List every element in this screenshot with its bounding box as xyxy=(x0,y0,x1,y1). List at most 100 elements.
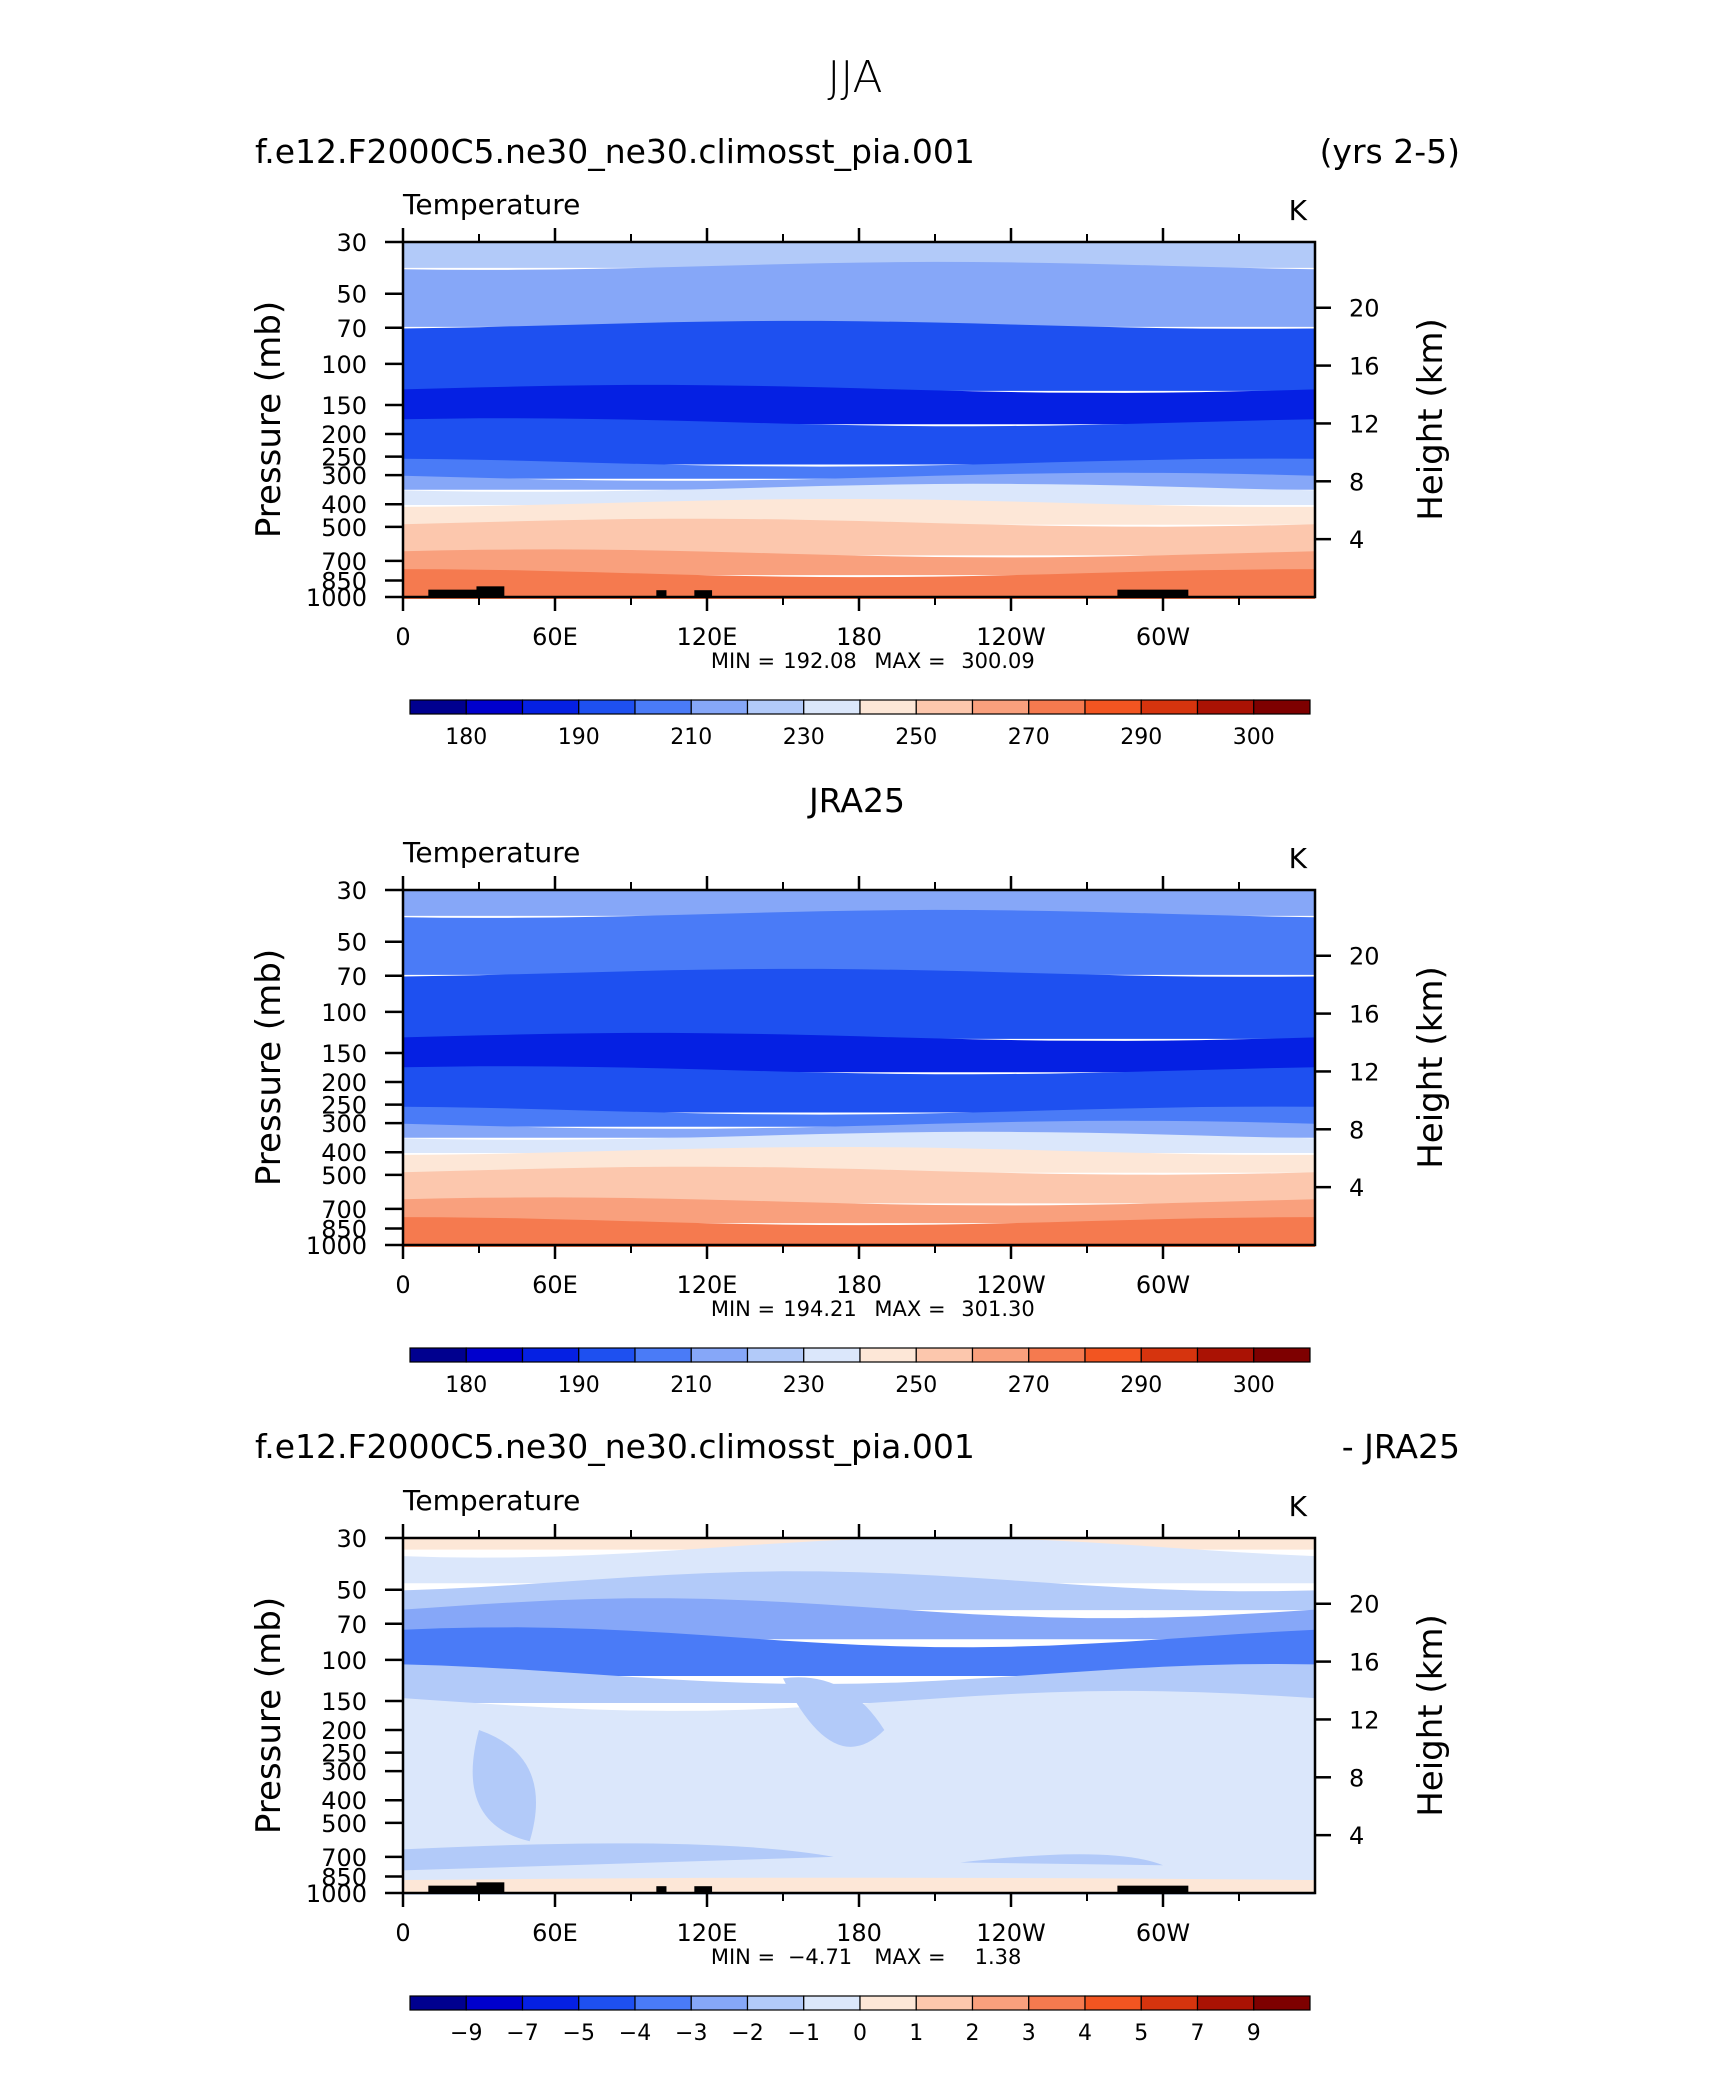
colorbar-label: 230 xyxy=(783,725,825,750)
panel-model-temperature: Temperature K 0 60E 120E 180 120W 60W 30 50 70 100 1… xyxy=(249,188,1451,750)
topography-block xyxy=(428,1885,500,1893)
y-tick-label: 700 xyxy=(321,548,367,576)
max-value: 300.09 xyxy=(961,649,1034,673)
colorbar-box xyxy=(1196,699,1255,715)
y2-tick-label: 16 xyxy=(1349,1649,1380,1677)
y-tick-label: 100 xyxy=(321,1647,367,1675)
panel-difference-temperature: Temperature K0 60E 120E 180 120W 60W3050701001… xyxy=(249,1484,1451,2046)
bottom-header-left: f.e12.F2000C5.ne30_ne30.climosst_pia.001 xyxy=(255,1427,975,1466)
max-label: MAX = xyxy=(874,1297,945,1321)
y-tick-label: 850 xyxy=(321,568,367,596)
y2-tick-label: 12 xyxy=(1349,410,1380,438)
max-label: MAX = xyxy=(874,1945,945,1969)
colorbar-label: 5 xyxy=(1134,2021,1148,2046)
colorbar-box xyxy=(859,699,917,715)
y-tick-label: 700 xyxy=(321,1844,367,1872)
colorbar-box xyxy=(690,1995,749,2011)
colorbar-box xyxy=(521,1995,580,2011)
anomaly-blob xyxy=(403,1877,1315,1893)
colorbar-box xyxy=(746,699,805,715)
colorbar-box xyxy=(409,1347,467,1363)
topography-block xyxy=(656,590,667,597)
colorbar-box xyxy=(1253,1995,1311,2011)
y2-tick-label: 4 xyxy=(1349,1174,1364,1202)
y-tick-label: 200 xyxy=(321,1717,367,1745)
contour-band xyxy=(403,549,1315,576)
y-tick-label: 250 xyxy=(321,1740,367,1768)
colorbar-label: 180 xyxy=(445,1373,487,1398)
colorbar-label: 4 xyxy=(1078,2021,1092,2046)
colorbar-box xyxy=(521,699,580,715)
colorbar-label: −1 xyxy=(788,2021,820,2046)
anomaly-blob xyxy=(472,1730,536,1842)
topography-block xyxy=(1117,589,1189,597)
contour-band xyxy=(403,1627,1315,1677)
x-tick-label: 60E xyxy=(532,623,578,651)
colorbar-box xyxy=(1196,1347,1255,1363)
y-tick-label: 200 xyxy=(321,421,367,449)
x-tick-label: 120W xyxy=(976,1271,1046,1299)
colorbar-box xyxy=(803,1347,861,1363)
min-value: 192.08 xyxy=(783,649,856,673)
x-tick-label: 60W xyxy=(1136,1919,1190,1947)
colorbar-box xyxy=(803,1995,861,2011)
colorbar-box xyxy=(465,1347,524,1363)
contour-band xyxy=(403,569,1315,599)
colorbar-label: 1 xyxy=(909,2021,923,2046)
colorbar-box xyxy=(859,1347,917,1363)
y-tick-label: 300 xyxy=(321,1758,367,1786)
x-tick-label: 120W xyxy=(976,623,1046,651)
colorbar-box xyxy=(578,1995,636,2011)
x-axis: 0 60E 120E 180 120W 60W xyxy=(395,876,1240,1299)
panel-title: Temperature xyxy=(402,836,580,869)
contour-band xyxy=(403,1197,1315,1224)
y-axis-label: Pressure (mb) xyxy=(249,301,289,538)
colorbar-box xyxy=(409,699,467,715)
x-tick-label: 60E xyxy=(532,1919,578,1947)
min-value: −4.71 xyxy=(788,1945,852,1969)
topography-block xyxy=(476,1882,505,1893)
colorbar-label: 7 xyxy=(1191,2021,1205,2046)
contour-band xyxy=(403,968,1315,1039)
colorbar-label: −7 xyxy=(506,2021,538,2046)
colorbar-label: 230 xyxy=(783,1373,825,1398)
colorbar-label: 9 xyxy=(1247,2021,1261,2046)
panel-title: Temperature xyxy=(402,1484,580,1517)
x-tick-label: 120E xyxy=(677,1271,738,1299)
x-tick-label: 60W xyxy=(1136,1271,1190,1299)
x-tick-label: 0 xyxy=(395,1271,410,1299)
contour-band xyxy=(403,320,1315,391)
colorbar-label: −5 xyxy=(563,2021,595,2046)
colorbar-box xyxy=(971,1995,1030,2011)
y-tick-label: 50 xyxy=(336,929,367,957)
panel-title: Temperature xyxy=(402,188,580,221)
y-tick-label: 250 xyxy=(321,1092,367,1120)
y2-axis-label: Height (km) xyxy=(1411,1614,1451,1817)
y-tick-label: 70 xyxy=(336,963,367,991)
colorbar-box xyxy=(1084,699,1142,715)
x-tick-label: 60W xyxy=(1136,623,1190,651)
anomaly-blob xyxy=(403,1843,834,1871)
contour-band xyxy=(403,909,1315,975)
colorbar-box xyxy=(746,1995,805,2011)
units-label: K xyxy=(1289,194,1308,227)
figure-title: JJA xyxy=(827,52,882,103)
y2-tick-label: 12 xyxy=(1349,1706,1380,1734)
colorbar-box xyxy=(1028,699,1086,715)
y2-tick-label: 20 xyxy=(1349,295,1380,323)
topography xyxy=(428,1882,1189,1893)
y2-tick-label: 16 xyxy=(1349,353,1380,381)
colorbar-box xyxy=(1028,1995,1086,2011)
x-tick-label: 0 xyxy=(395,623,410,651)
topography-block xyxy=(1117,1885,1189,1893)
colorbar-label: 250 xyxy=(895,1373,937,1398)
y-tick-label: 150 xyxy=(321,1040,367,1068)
y-tick-label: 500 xyxy=(321,1162,367,1190)
y2-axis: 20 16 12 8 4 xyxy=(1315,943,1380,1202)
colorbar-label: 190 xyxy=(558,1373,600,1398)
colorbar-box xyxy=(690,1347,749,1363)
min-label: MIN = xyxy=(711,1945,775,1969)
colorbar-label: −9 xyxy=(450,2021,482,2046)
y-tick-label: 300 xyxy=(321,1110,367,1138)
y2-tick-label: 8 xyxy=(1349,1116,1364,1144)
